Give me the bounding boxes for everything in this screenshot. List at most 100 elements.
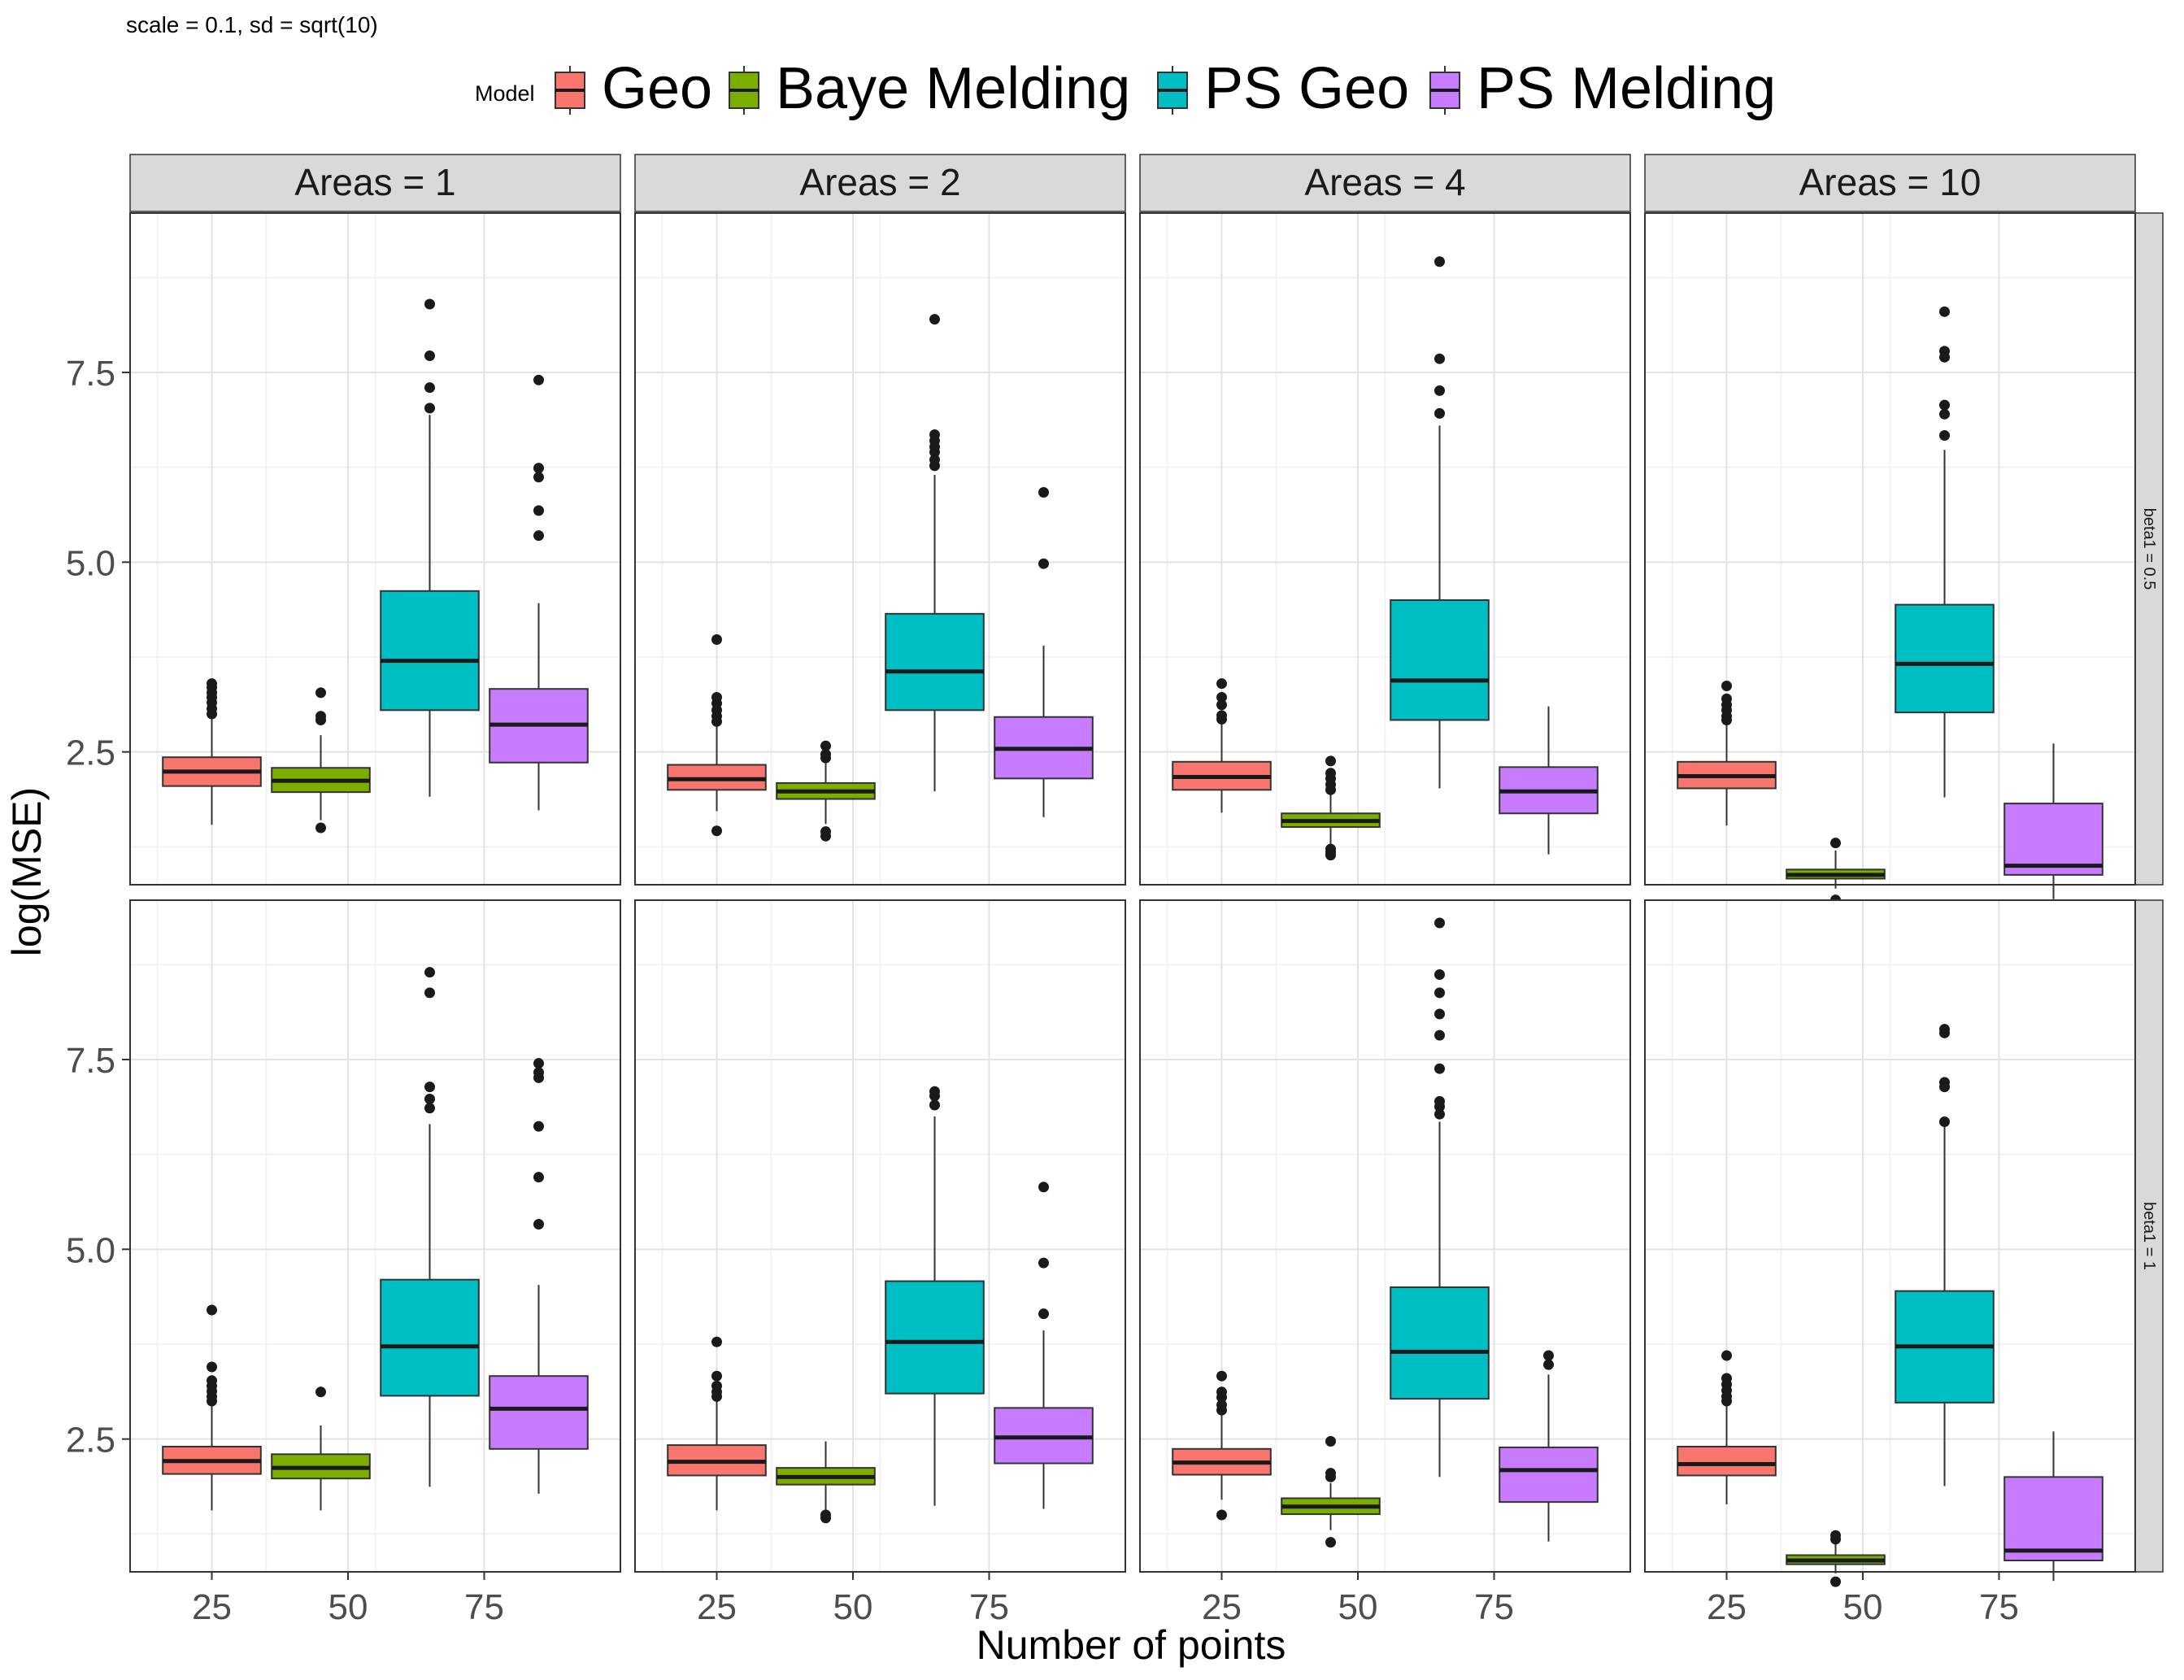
- box-iqr: [1390, 599, 1490, 721]
- facet-strip-row-label: beta1 = 1: [2140, 1202, 2158, 1270]
- facet-panel: [129, 212, 621, 886]
- box-ps-melding: [489, 374, 589, 811]
- x-tick-label: 75: [1979, 1587, 2019, 1627]
- facet-strip-col-label: Areas = 10: [1799, 161, 1982, 203]
- box-ps-geo: [380, 298, 480, 797]
- x-tick-label: 25: [1707, 1587, 1747, 1627]
- box-iqr: [885, 1280, 985, 1395]
- outlier-point: [424, 1094, 435, 1105]
- outlier-point: [1216, 710, 1227, 721]
- legend-label: PS Melding: [1477, 56, 1776, 121]
- box-geo: [162, 1304, 262, 1511]
- outlier-point: [929, 314, 940, 325]
- panel-border: [1644, 212, 2136, 886]
- box-iqr: [1390, 1286, 1490, 1400]
- axes: 2.5 5.0 7.5 2.5 5.0 7.5 25 50 75 25 50 75 25 50 75 25 50…: [66, 354, 2019, 1627]
- box-baye-melding: [776, 1441, 876, 1524]
- box-ps-melding: [2003, 1431, 2104, 1582]
- facet-panel: [129, 899, 621, 1573]
- y-tick-label: 7.5: [66, 1041, 115, 1081]
- x-tick-label: 75: [969, 1587, 1009, 1627]
- x-tick-label: 25: [1202, 1587, 1242, 1627]
- box-ps-geo: [1895, 306, 1995, 798]
- outlier-point: [1721, 1350, 1732, 1361]
- box-ps-geo: [1895, 1024, 1995, 1486]
- y-tick-label: 5.0: [66, 1230, 115, 1270]
- outlier-point: [929, 429, 940, 441]
- outlier-point: [1434, 917, 1445, 929]
- outlier-point: [1325, 843, 1336, 855]
- outlier-point: [1434, 968, 1445, 980]
- outlier-point: [1939, 1024, 1950, 1035]
- legend-entry: PS Geo: [1157, 56, 1409, 121]
- outlier-point: [1721, 1373, 1732, 1384]
- outlier-point: [1434, 987, 1445, 999]
- outlier-point: [533, 505, 544, 516]
- outlier-point: [820, 748, 831, 759]
- box-ps-geo: [1390, 917, 1490, 1478]
- y-tick-label: 2.5: [66, 1421, 115, 1460]
- outlier-point: [711, 1336, 722, 1347]
- box-geo: [1172, 678, 1272, 813]
- outlier-point: [533, 1121, 544, 1132]
- legend-label: Geo: [602, 56, 712, 121]
- outlier-point: [533, 472, 544, 483]
- outlier-point: [424, 403, 435, 414]
- outlier-point: [820, 1509, 831, 1521]
- box-geo: [667, 1336, 767, 1511]
- outlier-point: [711, 1380, 722, 1391]
- outlier-point: [424, 967, 435, 978]
- outlier-point: [424, 987, 435, 999]
- facet-strip-col: [129, 154, 621, 212]
- box-baye-melding: [1281, 1435, 1381, 1548]
- outlier-point: [1216, 1509, 1227, 1521]
- outlier-point: [1830, 1576, 1841, 1587]
- box-iqr: [2003, 1476, 2104, 1562]
- outlier-point: [1216, 1386, 1227, 1398]
- box-geo: [1172, 1370, 1272, 1521]
- box-ps-melding: [1499, 706, 1599, 855]
- outlier-point: [315, 687, 326, 699]
- x-tick-label: 25: [697, 1587, 737, 1627]
- outlier-point: [1216, 699, 1227, 711]
- box-ps-geo: [885, 1086, 985, 1506]
- outlier-point: [533, 374, 544, 385]
- outlier-point: [711, 691, 722, 703]
- outlier-point: [207, 1361, 217, 1373]
- outlier-point: [533, 1172, 544, 1183]
- facet-panel: [1644, 212, 2136, 906]
- box-iqr: [380, 590, 480, 712]
- outlier-point: [1939, 1077, 1950, 1088]
- panel-border: [129, 212, 621, 886]
- outlier-point: [929, 454, 940, 465]
- outlier-point: [1325, 755, 1336, 767]
- outlier-point: [1216, 691, 1227, 703]
- y-axis-title: log(MSE): [4, 787, 50, 956]
- outlier-point: [1939, 399, 1950, 411]
- x-tick-label: 75: [464, 1587, 504, 1627]
- panel-border: [129, 899, 621, 1573]
- legend-title: Model: [475, 81, 535, 106]
- box-ps-melding: [1499, 1350, 1599, 1542]
- outlier-point: [424, 298, 435, 310]
- outlier-point: [1434, 1029, 1445, 1041]
- panel-border: [634, 212, 1126, 886]
- box-geo: [667, 634, 767, 837]
- outlier-point: [1038, 1257, 1049, 1269]
- outlier-point: [929, 1086, 940, 1097]
- x-tick-label: 50: [328, 1587, 368, 1627]
- outlier-point: [424, 1103, 435, 1114]
- outlier-point: [533, 1067, 544, 1078]
- box-ps-geo: [885, 314, 985, 792]
- box-ps-melding: [489, 1058, 589, 1494]
- outlier-point: [207, 678, 217, 690]
- facet-panel: [1139, 899, 1631, 1573]
- outlier-point: [820, 740, 831, 751]
- outlier-point: [1721, 693, 1732, 704]
- outlier-point: [1038, 486, 1049, 498]
- panel-border: [1139, 212, 1631, 886]
- outlier-point: [1543, 1359, 1554, 1370]
- facet-strip-col-label: Areas = 2: [799, 161, 960, 203]
- outlier-point: [533, 1058, 544, 1069]
- outlier-point: [1038, 1308, 1049, 1320]
